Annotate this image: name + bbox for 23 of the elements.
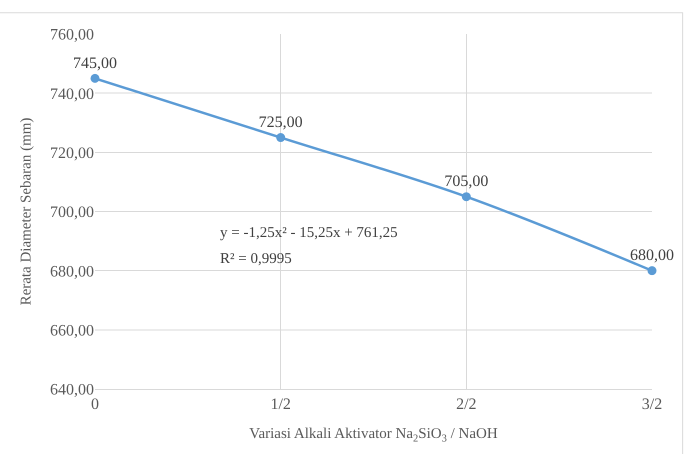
- y-tick-label: 740,00: [50, 86, 94, 103]
- y-tick-label: 700,00: [50, 204, 94, 222]
- point: [276, 133, 286, 142]
- data-label: 745,00: [73, 54, 117, 72]
- annotation: R² = 0,9995: [220, 251, 292, 267]
- y-tick-label: 660,00: [50, 322, 94, 340]
- point: [462, 192, 471, 202]
- data-label: 725,00: [258, 114, 303, 131]
- x-tick-label: 3/2: [642, 396, 662, 414]
- annotation: y = -1,25x² - 15,25x + 761,25: [220, 225, 398, 241]
- x-tick-label: 2/2: [456, 396, 477, 414]
- data-label: 705,00: [444, 173, 488, 190]
- x-tick-label: 0: [91, 396, 99, 414]
- y-tick-label: 760,00: [50, 26, 94, 44]
- x-axis-title: Variasi Alkali Aktivator Na$_{2}$SiO$_{3}$ / NaOH: [249, 426, 498, 444]
- y-tick-label: 680,00: [50, 263, 94, 280]
- y-tick-label: 720,00: [50, 144, 94, 162]
- point: [648, 266, 656, 276]
- point: [90, 74, 100, 83]
- y-axis-title: Rerata Diameter Sebaran (mm): [18, 118, 34, 306]
- x-tick-label: 1/2: [270, 396, 291, 414]
- y-tick-label: 640,00: [50, 382, 94, 399]
- data-label: 680,00: [630, 247, 674, 264]
